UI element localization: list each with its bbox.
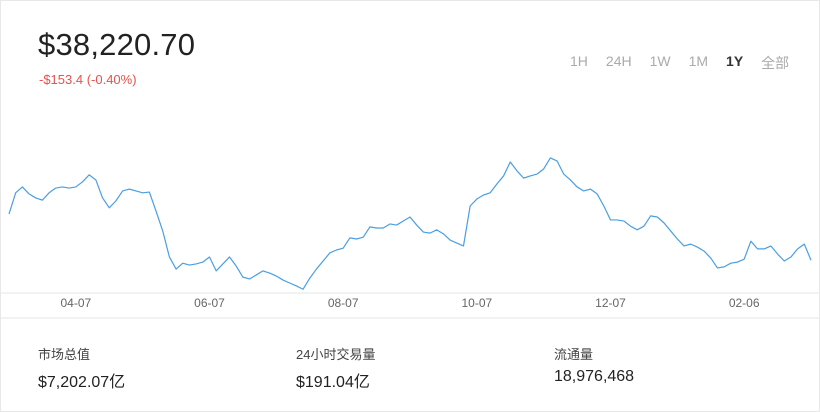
range-button[interactable]: 1H	[570, 53, 588, 69]
stat-label: 市场总值	[38, 347, 91, 362]
x-tick-label: 08-07	[328, 296, 359, 310]
x-tick-label: 10-07	[461, 296, 492, 310]
stat-label: 流通量	[554, 347, 594, 362]
stat: 市场总值 $7,202.07亿	[38, 344, 125, 392]
x-tick-label: 06-07	[194, 296, 225, 310]
chart: 04-07 06-07 08-07 10-07 12-07 02-06	[1, 157, 819, 319]
x-tick-label: 04-07	[60, 296, 91, 310]
range-button[interactable]: 1M	[688, 53, 709, 69]
range-button[interactable]: 1W	[649, 53, 671, 69]
price: $38,220.70	[38, 27, 196, 62]
stat-value: $191.04亿	[296, 374, 370, 391]
x-tick-label: 12-07	[595, 296, 626, 310]
stat: 流通量 18,976,468	[554, 344, 634, 386]
stat-value: 18,976,468	[554, 368, 635, 385]
range-button[interactable]: 全部	[761, 55, 790, 71]
price-line	[8, 157, 812, 290]
stat-value: $7,202.07亿	[38, 374, 126, 391]
x-tick-label: 02-06	[729, 296, 760, 310]
range-selector: 1H 24H 1W 1M 1Y 全部	[561, 53, 798, 73]
range-button[interactable]: 24H	[605, 53, 632, 69]
range-button[interactable]: 1Y	[726, 53, 744, 69]
stat: 24小时交易量 $191.04亿	[296, 344, 375, 392]
stat-label: 24小时交易量	[296, 347, 376, 362]
price-change: -$153.4 (-0.40%)	[39, 72, 137, 87]
